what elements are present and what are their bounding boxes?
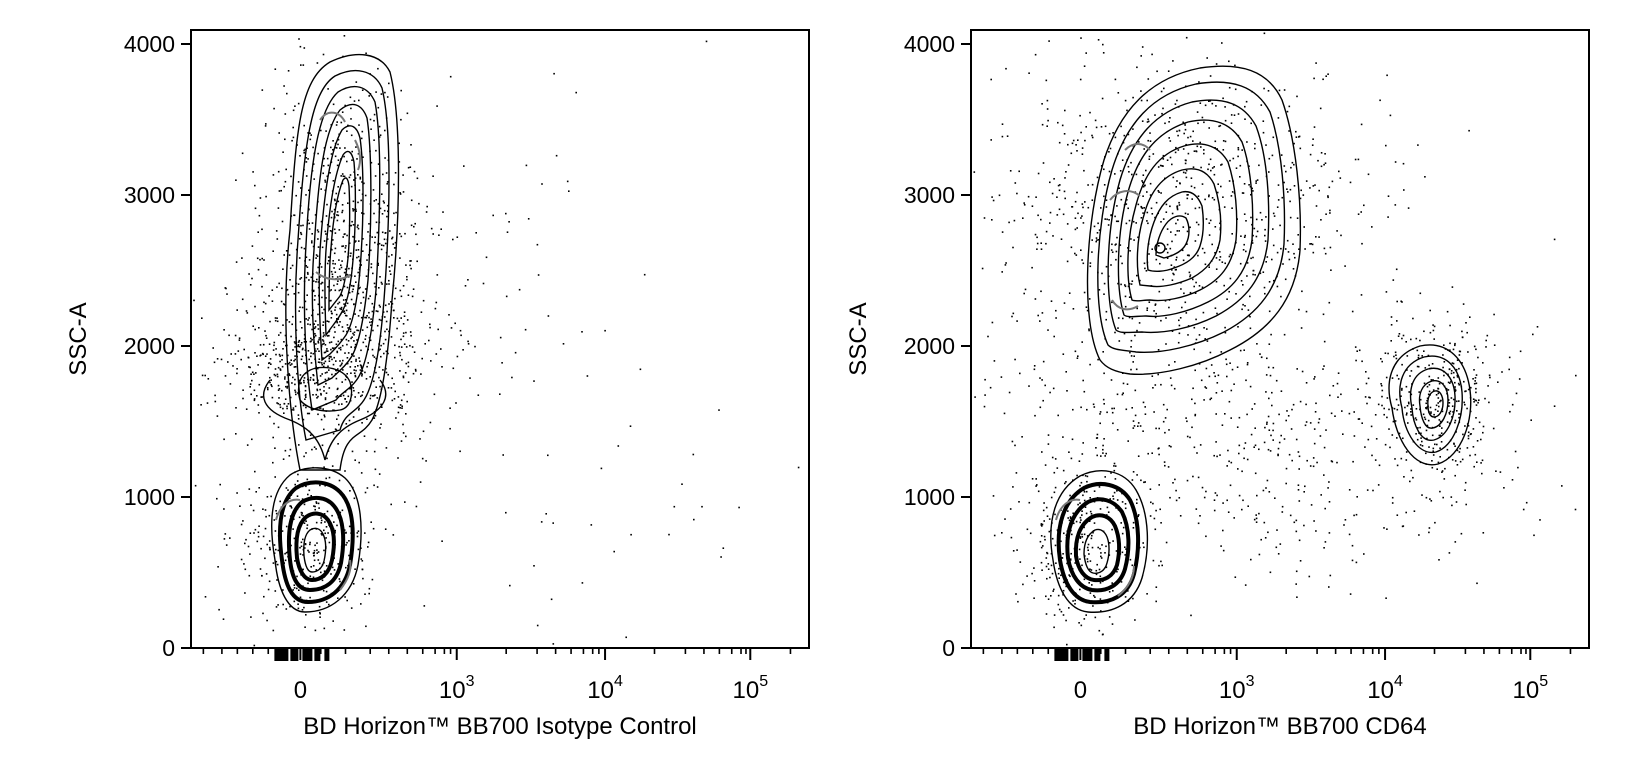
zero-rug — [1070, 649, 1079, 661]
contour-monocytes — [1388, 344, 1472, 466]
zero-rug — [290, 649, 299, 661]
y-tick-label: 4000 — [904, 31, 955, 57]
y-tick-label: 1000 — [904, 484, 955, 510]
y-tick-label: 2000 — [124, 333, 175, 359]
y-tick-label: 3000 — [124, 182, 175, 208]
x-tick-label: 103 — [1219, 673, 1255, 704]
y-tick-label: 0 — [942, 635, 955, 661]
x-tick-label: 104 — [1367, 673, 1403, 704]
y-tick-label: 2000 — [904, 333, 955, 359]
x-tick-label: 0 — [294, 677, 307, 704]
contour-lymphocytes — [1050, 470, 1149, 613]
zero-rug — [314, 649, 321, 661]
contour-granulocytes — [1086, 65, 1302, 375]
x-tick-label: 105 — [732, 673, 768, 704]
x-axis-label: BD Horizon™ BB700 Isotype Control — [303, 713, 697, 740]
y-axis: 0 1000 2000 3000 4000 — [124, 31, 191, 661]
x-axis: 0 103 104 105 — [982, 648, 1572, 704]
y-tick-label: 1000 — [124, 484, 175, 510]
zero-rug — [274, 649, 289, 661]
plot-frame — [970, 29, 1590, 649]
y-tick-label: 0 — [162, 635, 175, 661]
zero-rug — [324, 649, 330, 661]
plot-frame — [190, 29, 810, 649]
zero-rug — [1082, 649, 1093, 661]
x-axis-label: BD Horizon™ BB700 CD64 — [1133, 713, 1426, 740]
x-axis: 0 103 104 105 — [202, 648, 792, 704]
contour-lymphocytes — [271, 467, 362, 613]
y-axis-label: SSC-A — [845, 302, 872, 375]
zero-rug — [302, 649, 313, 661]
x-tick-label: 103 — [439, 673, 475, 704]
scatter-dots — [193, 35, 800, 647]
y-axis-label: SSC-A — [65, 302, 92, 375]
zero-rug — [1104, 649, 1110, 661]
chart-panel-isotype: 0 1000 2000 3000 4000 0 103 104 105 BD Horizon™… — [65, 29, 810, 740]
x-tick-label: 0 — [1074, 677, 1087, 704]
x-tick-label: 104 — [587, 673, 623, 704]
y-tick-label: 3000 — [904, 182, 955, 208]
zero-rug — [1094, 649, 1101, 661]
zero-rug — [1054, 649, 1069, 661]
x-tick-label: 105 — [1512, 673, 1548, 704]
y-axis: 0 1000 2000 3000 4000 — [904, 31, 971, 661]
contour-granulocytes — [262, 53, 400, 471]
y-tick-label: 4000 — [124, 31, 175, 57]
scatter-dots — [973, 32, 1577, 646]
chart-panel-cd64: 0 1000 2000 3000 4000 0 103 104 105 BD Horizon™… — [845, 29, 1590, 740]
